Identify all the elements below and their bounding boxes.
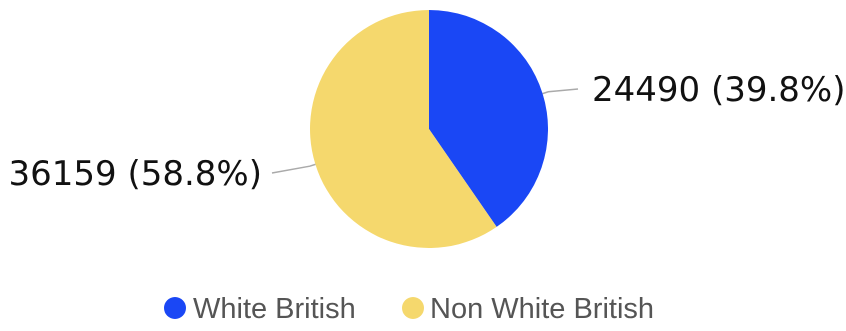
legend-label: White British	[193, 293, 356, 325]
legend[interactable]: White British Non White British	[164, 293, 654, 325]
pie-slices	[310, 9, 549, 248]
data-label: 24490 (39.8%)	[592, 70, 846, 110]
leader-line	[542, 88, 579, 95]
data-label: 36159 (58.8%)	[8, 154, 262, 194]
legend-item[interactable]: White British	[164, 293, 356, 325]
leader-line	[271, 163, 316, 174]
pie-slice-non-white-british[interactable]	[310, 10, 497, 248]
legend-label: Non White British	[430, 293, 654, 325]
legend-swatch	[164, 297, 186, 319]
pie-slice-white-british[interactable]	[429, 9, 549, 227]
data-labels: 24490 (39.8%) 36159 (58.8%)	[8, 70, 845, 194]
legend-swatch	[402, 297, 424, 319]
legend-item[interactable]: Non White British	[402, 293, 654, 325]
